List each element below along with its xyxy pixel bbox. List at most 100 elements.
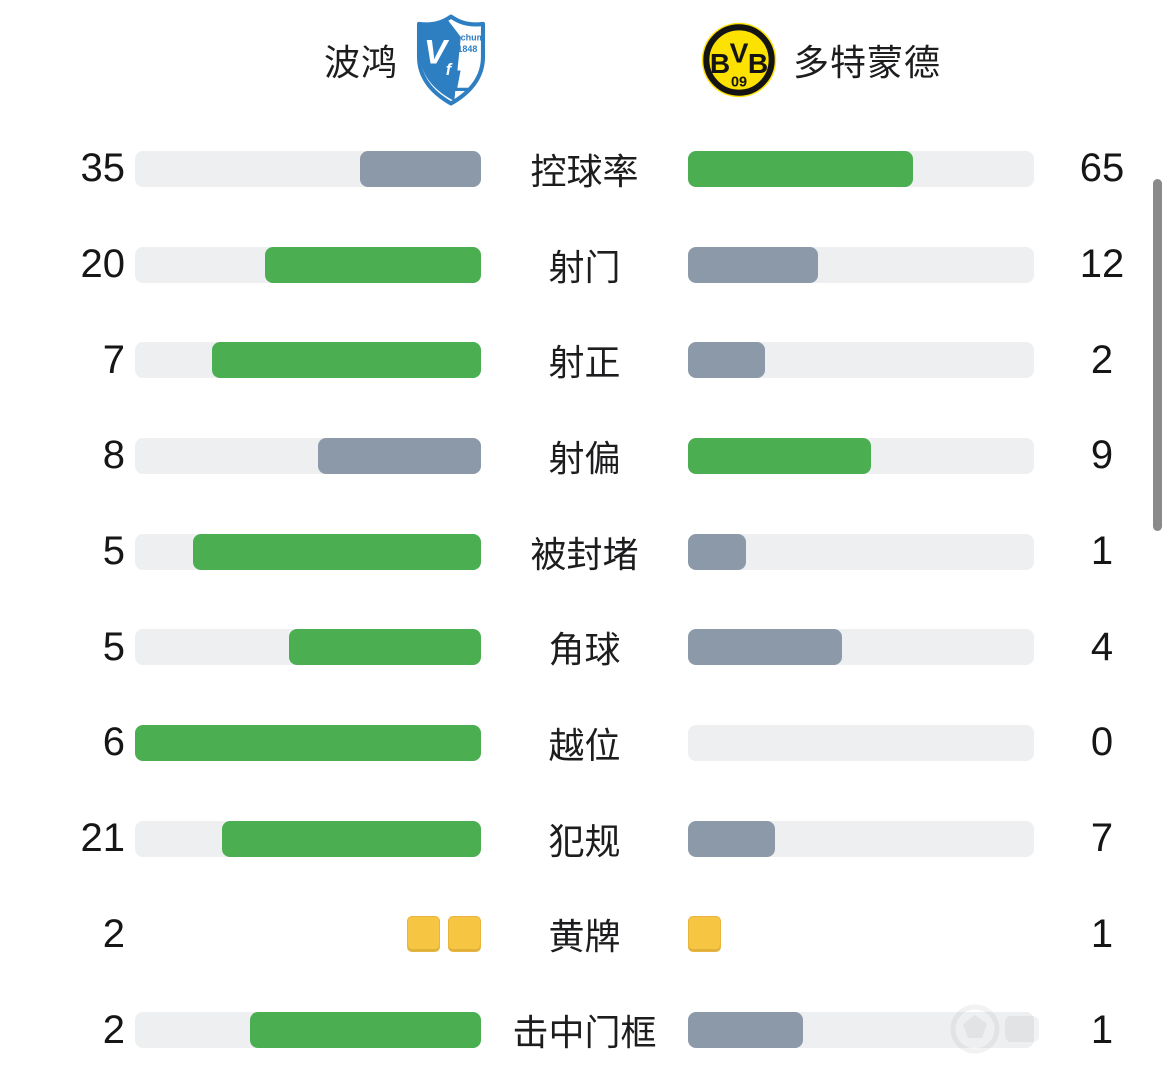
stat-label: 黄牌 [548, 916, 621, 958]
home-bar-track [135, 1012, 481, 1049]
home-bar-track [135, 629, 481, 666]
home-bar-track [135, 342, 481, 379]
stat-label: 角球 [548, 629, 621, 671]
bvb-year-09: 09 [731, 75, 747, 91]
bochum-year-text: 1848 [457, 44, 477, 54]
away-bar-track [688, 533, 1034, 570]
home-bar-fill [211, 342, 481, 379]
bvb-letter-v: V [730, 37, 749, 68]
bvb-dortmund-logo-icon: B V B 09 [701, 22, 777, 98]
stat-label: 被封堵 [530, 533, 639, 575]
away-value: 9 [1090, 433, 1114, 478]
away-value: 2 [1090, 337, 1114, 382]
away-bar-track [688, 342, 1034, 379]
stat-row: 21 犯规 7 [0, 791, 1170, 887]
away-bar-fill [688, 820, 775, 857]
away-value: 65 [1079, 146, 1125, 191]
away-bar-track [688, 150, 1034, 187]
stat-row: 2 黄牌 1 [0, 887, 1170, 983]
away-bar-track [688, 724, 1034, 761]
away-bar-fill [688, 629, 842, 666]
home-bar-track [135, 150, 481, 187]
stat-label: 射偏 [548, 437, 621, 479]
away-yellow-cards [688, 916, 721, 953]
home-bar-fill [192, 533, 481, 570]
home-bar-track [135, 437, 481, 474]
home-bar-fill [318, 437, 481, 474]
away-value: 0 [1090, 720, 1114, 765]
home-bar-fill [221, 820, 481, 857]
home-value: 21 [80, 816, 126, 861]
home-team-name: 波鸿 [323, 42, 398, 83]
away-bar-track [688, 916, 1034, 953]
home-value: 35 [80, 146, 126, 191]
home-bar-track [135, 246, 481, 283]
yellow-card-icon [407, 916, 440, 953]
home-bar-track [135, 820, 481, 857]
scrollbar-thumb[interactable] [1153, 179, 1162, 531]
away-value: 4 [1090, 624, 1114, 669]
home-bar-track [135, 533, 481, 570]
home-value: 5 [102, 624, 125, 669]
away-bar-track [688, 820, 1034, 857]
stat-label: 控球率 [530, 150, 639, 192]
home-value: 7 [102, 337, 125, 382]
home-value: 8 [102, 433, 125, 478]
bvb-letter-b-left: B [710, 48, 730, 79]
stat-label: 犯规 [548, 820, 621, 862]
away-value: 1 [1090, 529, 1114, 574]
stat-row: 20 射门 12 [0, 217, 1170, 313]
home-value: 2 [102, 911, 125, 956]
bvb-letter-b-right: B [748, 48, 768, 79]
away-team-name: 多特蒙德 [793, 42, 942, 83]
away-value: 12 [1079, 242, 1125, 287]
away-value: 1 [1090, 911, 1114, 956]
stat-row: 8 射偏 9 [0, 408, 1170, 504]
away-value: 1 [1090, 1007, 1114, 1052]
stat-label: 射正 [548, 342, 621, 384]
stat-label: 射门 [548, 246, 621, 288]
home-bar-fill [250, 1012, 481, 1049]
stat-label: 越位 [548, 724, 621, 766]
home-bar-fill [359, 150, 481, 187]
stat-row: 2 击中门框 1 [0, 982, 1170, 1078]
team-away: B V B 09 多特蒙德 [701, 14, 941, 106]
home-value: 20 [80, 242, 126, 287]
away-bar-track [688, 246, 1034, 283]
stat-row: 7 射正 2 [0, 312, 1170, 408]
away-bar-fill [688, 150, 913, 187]
home-value: 6 [102, 720, 125, 765]
home-bar-fill [135, 724, 481, 761]
away-bar-fill [688, 437, 872, 474]
away-value: 7 [1090, 816, 1114, 861]
stat-row: 6 越位 0 [0, 695, 1170, 791]
away-bar-fill [688, 533, 746, 570]
away-bar-fill [688, 342, 765, 379]
home-yellow-cards [407, 916, 481, 953]
away-bar-track [688, 629, 1034, 666]
stat-row: 5 被封堵 1 [0, 504, 1170, 600]
bochum-monogram-f: f [446, 61, 453, 79]
bochum-club-text: Bochum [449, 32, 485, 42]
home-bar-track [135, 916, 481, 953]
home-value: 2 [102, 1007, 125, 1052]
home-bar-track [135, 724, 481, 761]
home-bar-fill [288, 629, 481, 666]
bochum-monogram-l: L [452, 65, 470, 98]
away-bar-fill [688, 246, 818, 283]
home-bar-fill [264, 246, 481, 283]
stat-row: 5 角球 4 [0, 599, 1170, 695]
header: 波鸿 V f L Bochum 1848 B V B 09 多特蒙德 [0, 0, 1170, 120]
stat-label: 击中门框 [512, 1012, 657, 1054]
away-bar-fill [688, 1012, 804, 1049]
watermark-icon [950, 1004, 1039, 1054]
away-bar-track [688, 437, 1034, 474]
yellow-card-icon [688, 916, 721, 953]
stats-list: 35 控球率 65 20 射门 12 7 射正 [0, 121, 1170, 1078]
vfl-bochum-logo-icon: V f L Bochum 1848 [416, 14, 486, 106]
away-bar-track [688, 1012, 1034, 1049]
yellow-card-icon [448, 916, 481, 953]
bochum-monogram-v: V [424, 33, 450, 71]
team-home: 波鸿 V f L Bochum 1848 [0, 14, 492, 106]
home-value: 5 [102, 529, 125, 574]
